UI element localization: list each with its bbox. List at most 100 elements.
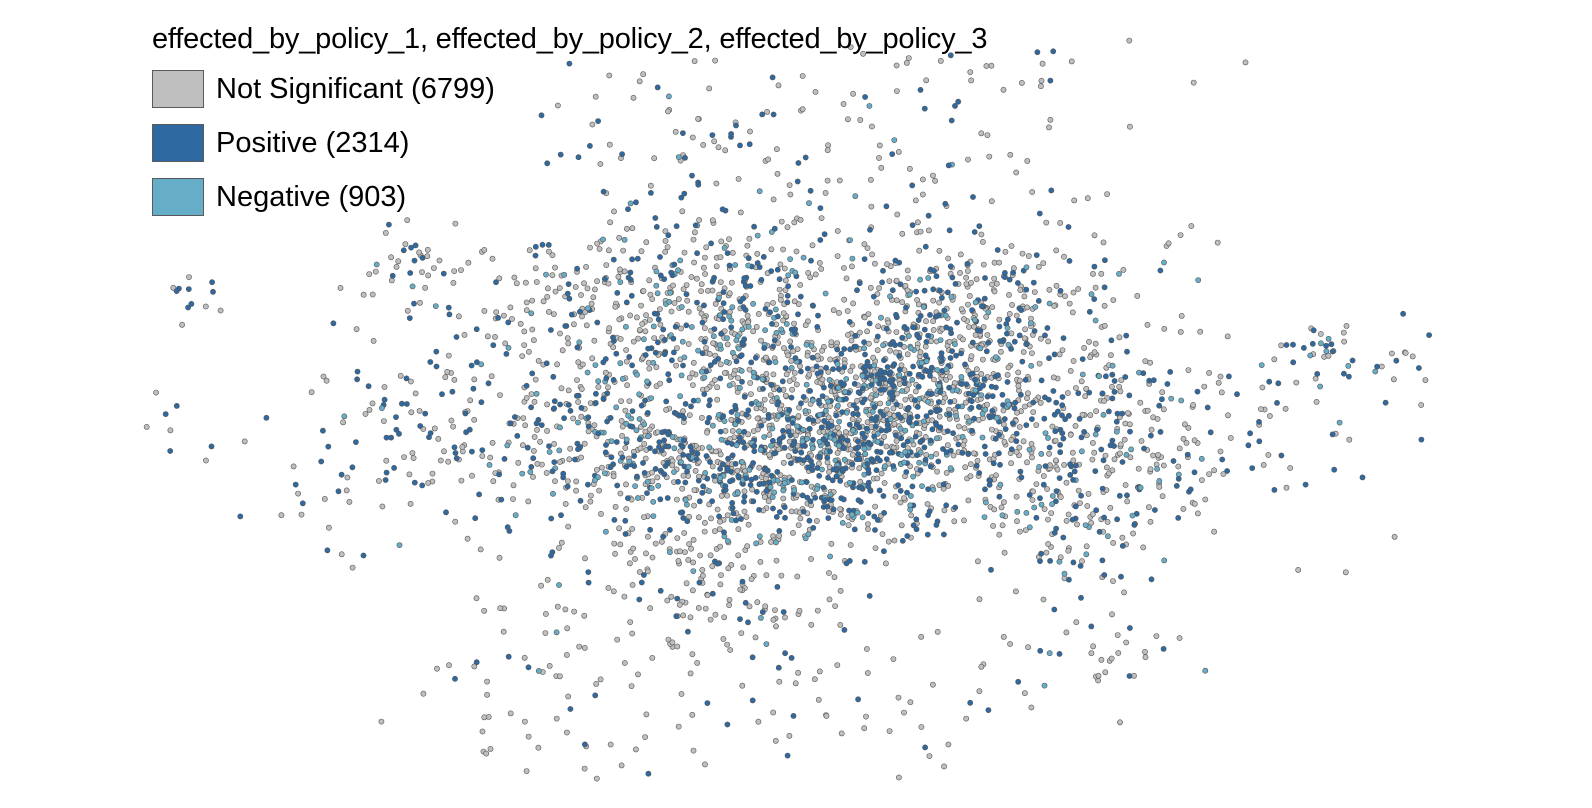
map-point xyxy=(1346,373,1352,380)
map-point xyxy=(1128,446,1134,453)
map-point xyxy=(1123,332,1130,339)
map-point xyxy=(880,342,886,349)
map-point xyxy=(745,255,752,262)
map-point xyxy=(872,260,878,267)
map-point xyxy=(808,621,815,628)
map-point xyxy=(1084,195,1091,202)
map-point xyxy=(1167,368,1174,375)
map-point xyxy=(910,473,916,480)
map-point xyxy=(874,333,881,340)
map-point xyxy=(823,713,830,719)
map-point xyxy=(1038,83,1044,90)
map-point xyxy=(696,579,703,586)
map-point xyxy=(710,333,717,340)
map-point xyxy=(716,294,722,301)
map-point xyxy=(433,348,440,355)
map-point xyxy=(1078,594,1084,601)
map-point xyxy=(1271,356,1278,363)
map-point xyxy=(549,272,556,279)
map-point xyxy=(706,488,712,494)
map-point xyxy=(732,402,739,409)
map-point xyxy=(855,438,861,445)
map-point xyxy=(1078,378,1085,385)
map-point xyxy=(653,223,660,230)
map-point xyxy=(1017,287,1024,293)
map-point xyxy=(634,255,641,262)
map-point xyxy=(676,601,683,608)
map-point xyxy=(622,517,629,524)
map-point xyxy=(1046,450,1052,457)
legend-item-not-significant[interactable]: Not Significant (6799) xyxy=(152,62,987,116)
map-point xyxy=(1325,335,1332,342)
map-point xyxy=(934,468,940,475)
map-point xyxy=(947,326,954,333)
map-point xyxy=(774,477,781,484)
map-point xyxy=(753,540,759,547)
map-point xyxy=(497,392,503,398)
map-point xyxy=(539,241,546,248)
map-point xyxy=(679,443,686,450)
map-point xyxy=(1016,332,1023,339)
map-point xyxy=(1014,518,1020,525)
map-point xyxy=(748,576,755,582)
map-point xyxy=(1004,379,1011,385)
map-point xyxy=(841,364,848,371)
map-point xyxy=(937,287,943,294)
map-point xyxy=(643,312,649,319)
map-point xyxy=(916,247,923,254)
map-point xyxy=(954,387,960,394)
map-point xyxy=(1005,401,1012,408)
map-point xyxy=(868,372,875,379)
map-point xyxy=(689,448,695,454)
map-point xyxy=(643,550,649,557)
map-point xyxy=(841,346,848,352)
map-point xyxy=(991,288,998,295)
map-point xyxy=(1078,434,1085,441)
map-point xyxy=(954,319,960,326)
map-point xyxy=(694,299,700,306)
map-point xyxy=(867,284,874,291)
map-point xyxy=(1101,322,1108,329)
map-point xyxy=(1098,446,1105,453)
map-point xyxy=(581,280,587,287)
map-point xyxy=(879,531,886,537)
map-point xyxy=(1389,350,1395,357)
map-point xyxy=(852,332,858,339)
map-point xyxy=(674,345,680,351)
map-point xyxy=(564,729,570,736)
map-point xyxy=(325,524,332,531)
map-point xyxy=(562,323,569,329)
map-point xyxy=(1165,240,1172,247)
map-point xyxy=(1234,391,1240,398)
map-point xyxy=(936,299,942,306)
map-point xyxy=(800,426,807,433)
map-point xyxy=(861,396,868,403)
map-point xyxy=(996,316,1003,323)
map-point xyxy=(836,309,842,316)
map-point xyxy=(529,370,536,377)
map-point xyxy=(1310,327,1317,334)
map-point xyxy=(653,282,660,289)
legend-item-positive[interactable]: Positive (2314) xyxy=(152,116,987,170)
map-point xyxy=(917,276,923,283)
map-point xyxy=(425,272,432,279)
map-point xyxy=(857,329,863,336)
map-point xyxy=(1117,719,1123,726)
legend-item-negative[interactable]: Negative (903) xyxy=(152,170,987,224)
map-point xyxy=(717,518,723,525)
map-point xyxy=(1100,457,1107,464)
map-point xyxy=(822,189,829,196)
map-point xyxy=(453,455,460,462)
map-point xyxy=(883,325,890,332)
map-point xyxy=(725,565,732,572)
map-point xyxy=(849,363,856,370)
map-point xyxy=(877,449,884,456)
map-point xyxy=(916,334,922,341)
map-point xyxy=(592,692,599,699)
map-point xyxy=(920,418,927,425)
map-point xyxy=(682,496,689,503)
map-point xyxy=(700,572,706,579)
map-point xyxy=(571,321,577,328)
map-point xyxy=(627,560,633,567)
